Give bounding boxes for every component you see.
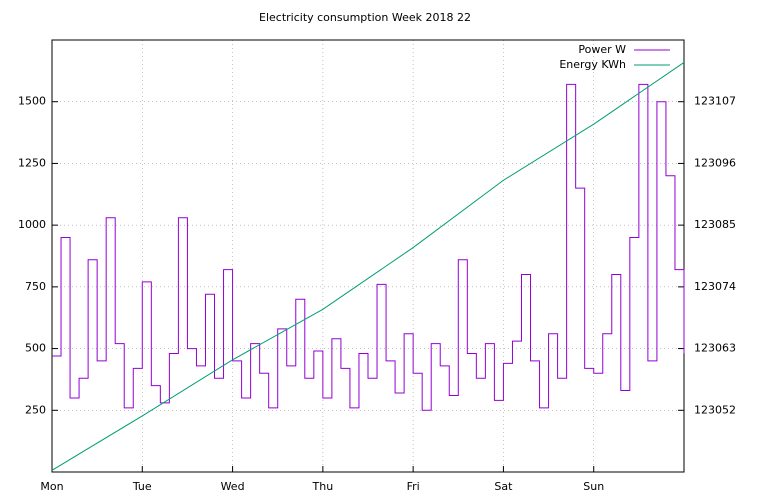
y-tick-label: 750 [25, 280, 46, 293]
x-tick-label: Thu [312, 480, 334, 493]
chart-title: Electricity consumption Week 2018 22 [259, 11, 471, 24]
y2-tick-label: 123096 [694, 156, 736, 169]
y-tick-label: 1000 [18, 218, 46, 231]
legend-label: Energy KWh [559, 58, 626, 71]
x-tick-label: Mon [40, 480, 63, 493]
x-tick-label: Sun [583, 480, 604, 493]
y2-tick-label: 123107 [694, 95, 736, 108]
y2-tick-label: 123074 [694, 280, 736, 293]
y-tick-label: 1500 [18, 95, 46, 108]
x-tick-label: Wed [221, 480, 245, 493]
y2-tick-label: 123085 [694, 218, 736, 231]
series-line [52, 83, 685, 411]
series-line [51, 62, 685, 471]
legend-label: Power W [578, 43, 626, 56]
y-tick-label: 1250 [18, 156, 46, 169]
y2-tick-label: 123052 [694, 403, 736, 416]
y-tick-label: 500 [25, 342, 46, 355]
plot-frame [51, 39, 685, 473]
x-tick-label: Sat [494, 480, 513, 493]
x-tick-label: Fri [407, 480, 420, 493]
y-tick-label: 250 [25, 403, 46, 416]
x-tick-label: Tue [132, 480, 152, 493]
y2-tick-label: 123063 [694, 342, 736, 355]
